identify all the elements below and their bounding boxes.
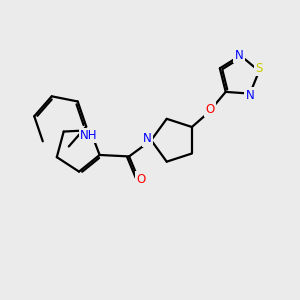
Text: S: S	[255, 61, 263, 75]
Text: N: N	[246, 88, 254, 102]
Text: O: O	[137, 172, 146, 186]
Text: O: O	[205, 103, 214, 116]
Text: N: N	[143, 132, 152, 145]
Text: NH: NH	[80, 129, 98, 142]
Text: N: N	[235, 49, 243, 62]
